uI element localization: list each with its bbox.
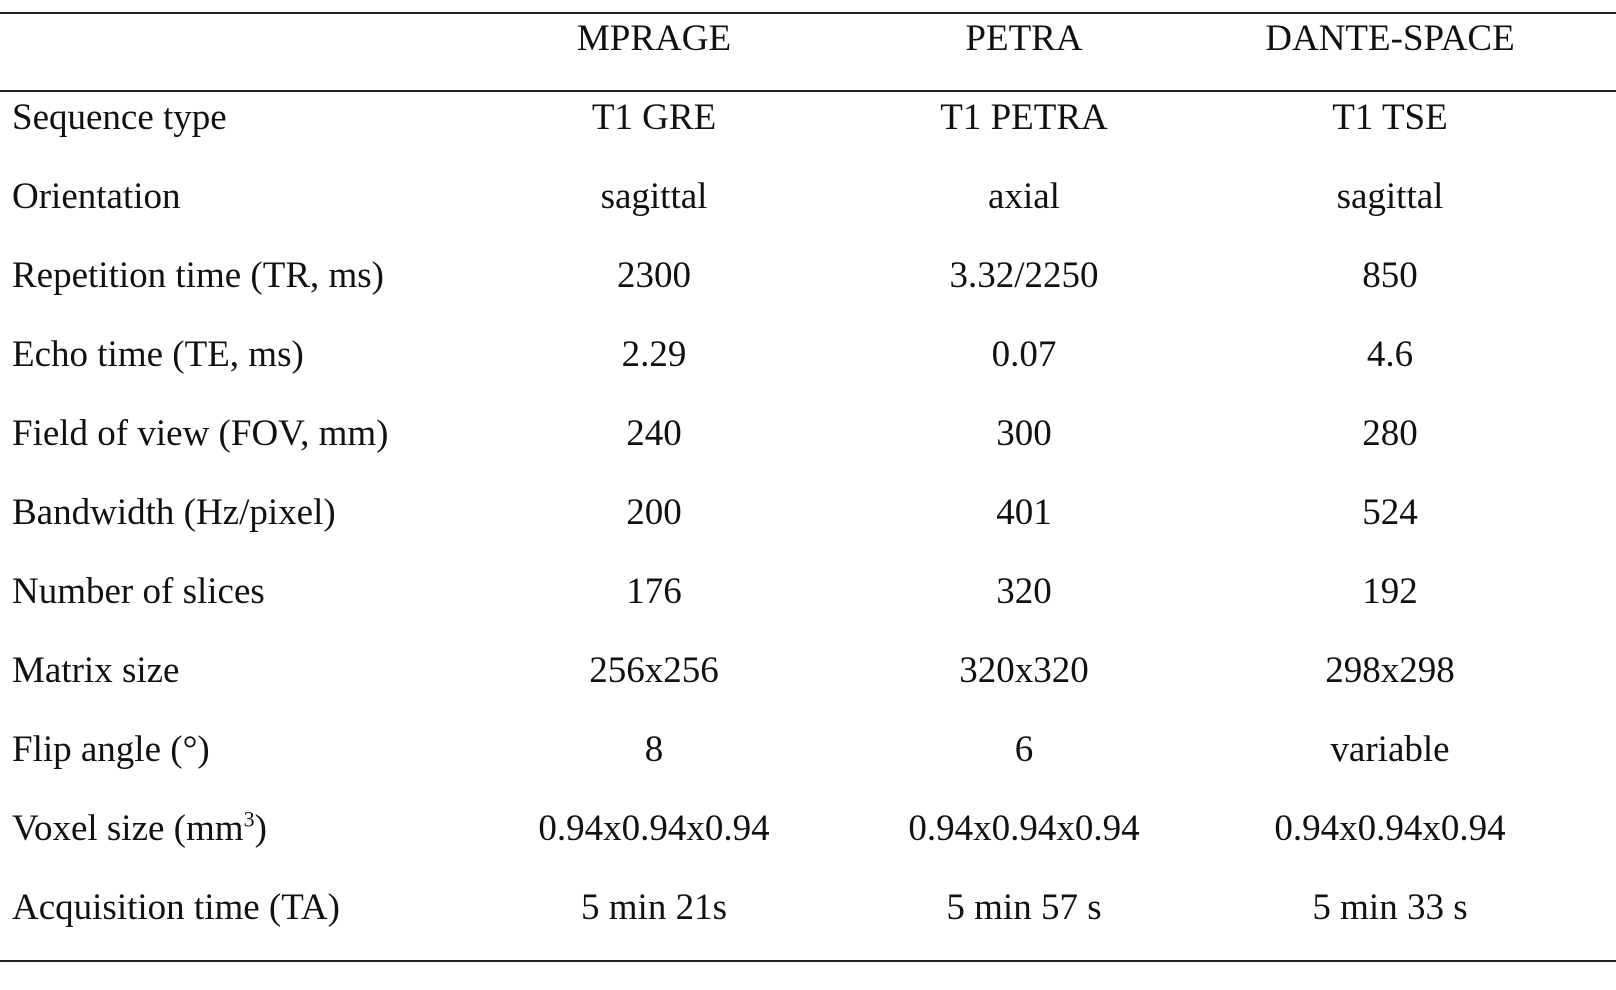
cell-mprage: 5 min 21s (581, 886, 727, 928)
cell-petra: 320x320 (959, 649, 1089, 691)
row-label: Bandwidth (Hz/pixel) (12, 491, 336, 533)
row-label: Acquisition time (TA) (12, 886, 340, 928)
cell-dante-space: 5 min 33 s (1312, 886, 1468, 928)
cell-petra: 6 (1014, 728, 1034, 770)
cell-mprage: 2.29 (621, 333, 687, 375)
cell-petra: 5 min 57 s (946, 886, 1102, 928)
cell-dante-space: 0.94x0.94x0.94 (1274, 807, 1506, 849)
cell-dante-space: sagittal (1336, 175, 1444, 217)
table-row: Flip angle (°) 8 6 variable (0, 709, 1616, 789)
cell-mprage: 8 (644, 728, 664, 770)
cell-dante-space: 524 (1362, 491, 1418, 533)
row-label: Orientation (12, 175, 181, 217)
cell-mprage: 0.94x0.94x0.94 (538, 807, 770, 849)
cell-petra: axial (988, 175, 1060, 217)
row-label-text: Voxel size (mm (12, 807, 244, 849)
header-dante-space: DANTE-SPACE (1265, 17, 1515, 59)
header-rule (0, 90, 1616, 92)
cell-dante-space: 4.6 (1366, 333, 1414, 375)
row-label: Echo time (TE, ms) (12, 333, 304, 375)
cell-petra: 3.32/2250 (949, 254, 1099, 296)
table-row: Acquisition time (TA) 5 min 21s 5 min 57… (0, 867, 1616, 947)
table-row: Number of slices 176 320 192 (0, 551, 1616, 631)
table-row: Sequence type T1 GRE T1 PETRA T1 TSE (0, 77, 1616, 157)
table-row: Echo time (TE, ms) 2.29 0.07 4.6 (0, 314, 1616, 394)
row-label: Number of slices (12, 570, 265, 612)
row-label: Repetition time (TR, ms) (12, 254, 385, 296)
row-label: Voxel size (mm3) (0, 807, 460, 849)
row-label: Flip angle (°) (12, 728, 210, 770)
table-row: Matrix size 256x256 320x320 298x298 (0, 630, 1616, 710)
top-rule (0, 12, 1616, 14)
cell-petra: 0.94x0.94x0.94 (908, 807, 1140, 849)
table-row: Field of view (FOV, mm) 240 300 280 (0, 393, 1616, 473)
cell-dante-space: 850 (1362, 254, 1418, 296)
cell-dante-space: 298x298 (1325, 649, 1455, 691)
row-label-superscript: 3 (243, 806, 255, 832)
bottom-rule (0, 960, 1616, 962)
cell-petra: 401 (996, 491, 1052, 533)
table-row: Voxel size (mm3) 0.94x0.94x0.94 0.94x0.9… (0, 788, 1616, 868)
table-row: Bandwidth (Hz/pixel) 200 401 524 (0, 472, 1616, 552)
cell-petra: T1 PETRA (940, 96, 1108, 138)
cell-mprage: T1 GRE (591, 96, 717, 138)
cell-petra: 320 (996, 570, 1052, 612)
cell-dante-space: variable (1330, 728, 1450, 770)
cell-mprage: 256x256 (589, 649, 719, 691)
header-petra: PETRA (965, 17, 1083, 59)
row-label-suffix: ) (254, 807, 267, 849)
cell-mprage: 176 (626, 570, 682, 612)
row-label: Field of view (FOV, mm) (12, 412, 389, 454)
table-row: Repetition time (TR, ms) 2300 3.32/2250 … (0, 235, 1616, 315)
cell-dante-space: 280 (1362, 412, 1418, 454)
cell-mprage: sagittal (600, 175, 708, 217)
cell-petra: 0.07 (991, 333, 1057, 375)
cell-mprage: 2300 (617, 254, 691, 296)
table-header-row: MPRAGE PETRA DANTE-SPACE (0, 0, 1616, 78)
cell-dante-space: 192 (1362, 570, 1418, 612)
cell-petra: 300 (996, 412, 1052, 454)
table-row: Orientation sagittal axial sagittal (0, 156, 1616, 236)
cell-mprage: 240 (626, 412, 682, 454)
row-label: Sequence type (12, 96, 227, 138)
cell-mprage: 200 (626, 491, 682, 533)
cell-dante-space: T1 TSE (1332, 96, 1448, 138)
header-mprage: MPRAGE (576, 17, 732, 59)
row-label: Matrix size (12, 649, 180, 691)
